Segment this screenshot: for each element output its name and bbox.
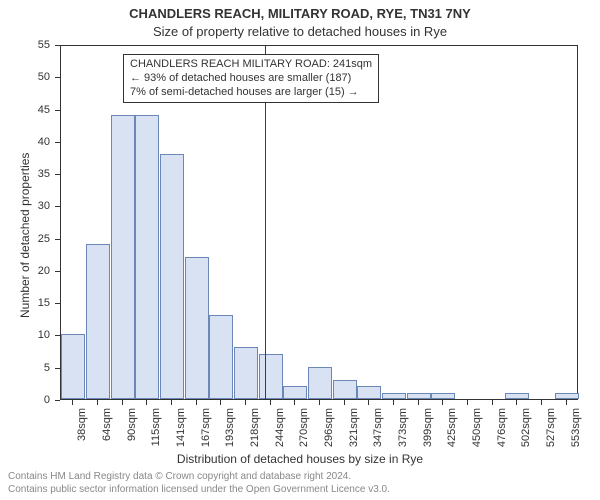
histogram-bar [135,115,159,399]
x-tick-label: 373sqm [397,408,409,447]
y-tick-label: 35 [0,168,50,180]
histogram-bar [407,393,431,399]
footer-licence: Contains HM Land Registry data © Crown c… [8,471,390,496]
chart-title-address: CHANDLERS REACH, MILITARY ROAD, RYE, TN3… [0,6,600,21]
histogram-bar [185,257,209,399]
histogram-bar [61,334,85,399]
x-tick-mark [492,400,493,405]
annotation-line-1: CHANDLERS REACH MILITARY ROAD: 241sqm [130,58,372,72]
histogram-bar [431,393,455,399]
x-tick-label: 167sqm [200,408,212,447]
x-tick-mark [270,400,271,405]
x-tick-label: 399sqm [422,408,434,447]
x-tick-label: 193sqm [224,408,236,447]
y-tick-label: 5 [0,362,50,374]
y-tick-mark [55,239,60,240]
x-tick-mark [368,400,369,405]
x-tick-mark [541,400,542,405]
y-tick-mark [55,45,60,46]
y-tick-label: 20 [0,265,50,277]
histogram-bar [505,393,529,399]
y-tick-label: 45 [0,104,50,116]
y-tick-mark [55,271,60,272]
y-tick-mark [55,110,60,111]
plot-area: CHANDLERS REACH MILITARY ROAD: 241sqm ← … [60,45,578,400]
x-tick-mark [72,400,73,405]
x-tick-mark [220,400,221,405]
x-tick-mark [146,400,147,405]
histogram-bar [234,347,258,399]
y-tick-label: 50 [0,71,50,83]
x-tick-mark [467,400,468,405]
x-tick-mark [393,400,394,405]
x-tick-label: 64sqm [101,408,113,441]
histogram-bar [357,386,381,399]
chart-subtitle: Size of property relative to detached ho… [0,24,600,39]
x-tick-label: 527sqm [545,408,557,447]
x-tick-mark [442,400,443,405]
property-size-histogram-figure: CHANDLERS REACH, MILITARY ROAD, RYE, TN3… [0,0,600,500]
y-tick-mark [55,368,60,369]
x-tick-mark [245,400,246,405]
y-tick-mark [55,142,60,143]
x-tick-label: 321sqm [348,408,360,447]
x-tick-label: 218sqm [249,408,261,447]
histogram-bar [333,380,357,399]
x-tick-mark [196,400,197,405]
x-tick-label: 553sqm [570,408,582,447]
y-tick-label: 40 [0,136,50,148]
x-tick-mark [294,400,295,405]
x-tick-label: 450sqm [471,408,483,447]
annotation-line-2: ← 93% of detached houses are smaller (18… [130,72,372,86]
annotation-line-3: 7% of semi-detached houses are larger (1… [130,86,372,100]
x-tick-label: 502sqm [520,408,532,447]
x-tick-label: 90sqm [126,408,138,441]
y-tick-label: 30 [0,200,50,212]
x-tick-mark [344,400,345,405]
histogram-bar [555,393,579,399]
y-tick-mark [55,77,60,78]
x-tick-label: 347sqm [372,408,384,447]
x-tick-label: 141sqm [175,408,187,447]
x-tick-mark [97,400,98,405]
histogram-bar [160,154,184,399]
y-tick-label: 15 [0,297,50,309]
y-tick-mark [55,303,60,304]
y-tick-mark [55,335,60,336]
x-tick-mark [516,400,517,405]
footer-line-2: Contains public sector information licen… [8,484,390,497]
histogram-bar [111,115,135,399]
x-tick-label: 38sqm [76,408,88,441]
x-tick-label: 476sqm [496,408,508,447]
x-tick-label: 270sqm [298,408,310,447]
x-tick-mark [319,400,320,405]
y-tick-mark [55,400,60,401]
y-tick-label: 0 [0,394,50,406]
x-tick-mark [566,400,567,405]
x-tick-mark [122,400,123,405]
histogram-bar [382,393,406,399]
y-tick-mark [55,206,60,207]
y-tick-label: 55 [0,39,50,51]
x-tick-label: 296sqm [323,408,335,447]
y-tick-label: 10 [0,329,50,341]
x-tick-label: 115sqm [150,408,162,446]
x-tick-label: 244sqm [274,408,286,447]
y-tick-label: 25 [0,233,50,245]
x-tick-mark [418,400,419,405]
x-axis-label: Distribution of detached houses by size … [0,452,600,466]
histogram-bar [259,354,283,399]
footer-line-1: Contains HM Land Registry data © Crown c… [8,471,390,484]
histogram-bar [209,315,233,399]
y-tick-mark [55,174,60,175]
histogram-bar [86,244,110,399]
property-annotation-box: CHANDLERS REACH MILITARY ROAD: 241sqm ← … [123,54,379,103]
x-tick-mark [171,400,172,405]
x-tick-label: 425sqm [446,408,458,447]
histogram-bar [283,386,307,399]
histogram-bar [308,367,332,399]
